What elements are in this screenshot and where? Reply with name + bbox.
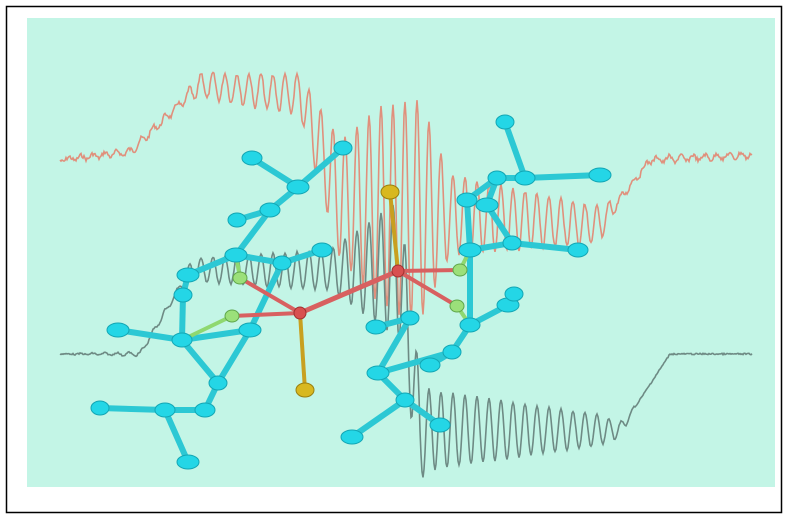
carbon-atom <box>488 171 506 185</box>
carbon-atom <box>195 403 215 417</box>
carbon-atom <box>177 455 199 469</box>
carbon-atom <box>457 193 477 207</box>
carbon-atom <box>228 213 246 227</box>
carbon-atom <box>568 243 588 257</box>
carbon-atom <box>396 393 414 407</box>
carbon-atom <box>155 403 175 417</box>
metal-atom <box>392 265 404 277</box>
carbon-atom <box>174 288 192 302</box>
carbon-atom <box>107 323 129 337</box>
p-atom <box>225 310 239 322</box>
carbon-atom <box>589 168 611 182</box>
metal-atom <box>294 307 306 319</box>
carbon-atom <box>443 345 461 359</box>
carbon-atom <box>334 141 352 155</box>
carbon-atom <box>505 287 523 301</box>
carbon-atom <box>209 376 227 390</box>
halide-atom <box>381 185 399 199</box>
carbon-atom <box>496 115 514 129</box>
carbon-atom <box>367 366 389 380</box>
carbon-atom <box>366 320 386 334</box>
carbon-atom <box>242 151 262 165</box>
carbon-atom <box>260 203 280 217</box>
metal-bond <box>398 270 460 271</box>
p-atom <box>453 264 467 276</box>
figure <box>0 0 789 520</box>
carbon-atom <box>312 243 332 257</box>
carbon-atom <box>225 248 247 262</box>
carbon-atom <box>177 268 199 282</box>
p-atom <box>450 300 464 312</box>
carbon-atom <box>287 180 309 194</box>
bond <box>467 200 470 250</box>
carbon-atom <box>91 401 109 415</box>
carbon-atom <box>341 430 363 444</box>
carbon-atom <box>430 418 450 432</box>
carbon-atom <box>239 323 261 337</box>
carbon-atom <box>401 311 419 325</box>
carbon-atom <box>172 333 192 347</box>
p-atom <box>233 272 247 284</box>
carbon-atom <box>515 171 535 185</box>
carbon-atom <box>273 256 291 270</box>
carbon-atom <box>503 236 521 250</box>
carbon-atom <box>476 198 498 212</box>
carbon-atom <box>459 243 481 257</box>
carbon-atom <box>460 318 480 332</box>
carbon-atom <box>420 358 440 372</box>
halide-atom <box>296 383 314 397</box>
